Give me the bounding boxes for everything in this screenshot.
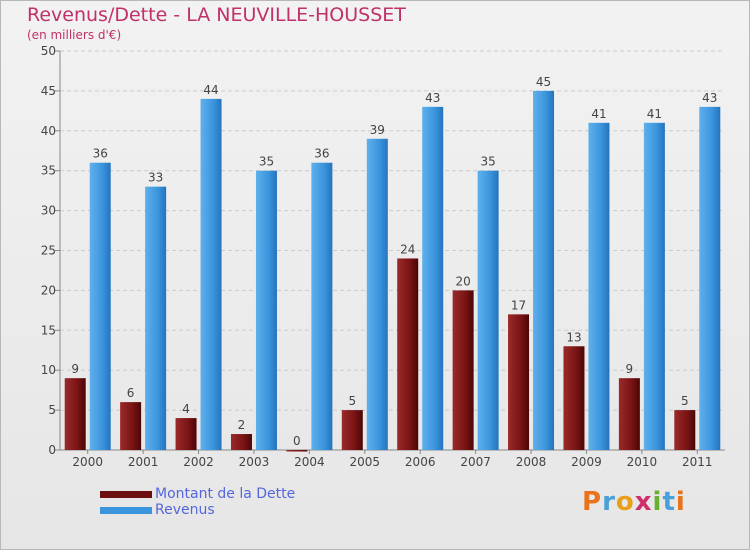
bar-revenus	[643, 122, 665, 450]
logo-letter: P	[582, 487, 603, 517]
bar-revenus	[477, 170, 499, 450]
logo-letter: o	[615, 487, 635, 517]
x-tick-label: 2010	[627, 455, 658, 469]
data-label-revenus: 33	[148, 171, 163, 185]
y-tick-label: 45	[41, 84, 56, 98]
bar-dette	[286, 450, 308, 452]
x-tick-label: 2003	[239, 455, 270, 469]
bar-dette	[341, 410, 363, 450]
legend-item-revenus: Revenus	[100, 502, 295, 518]
bar-revenus	[200, 98, 222, 450]
data-label-dette: 6	[127, 386, 135, 400]
data-label-revenus: 41	[647, 107, 662, 121]
bar-revenus	[145, 186, 167, 450]
bar-dette	[674, 410, 696, 450]
bar-dette	[452, 290, 474, 450]
data-label-dette: 5	[348, 394, 356, 408]
bar-dette	[64, 378, 86, 450]
y-tick-label: 40	[41, 124, 56, 138]
data-label-revenus: 44	[203, 83, 218, 97]
data-label-revenus: 36	[93, 147, 108, 161]
bar-dette	[230, 434, 252, 450]
legend-label-dette: Montant de la Dette	[155, 486, 296, 502]
bar-revenus	[422, 106, 444, 451]
data-label-dette: 9	[71, 362, 79, 376]
y-tick-label: 10	[41, 363, 56, 377]
data-label-dette: 24	[400, 242, 415, 256]
bar-revenus	[699, 106, 721, 451]
x-tick-label: 2008	[516, 455, 547, 469]
chart-subtitle: (en milliers d'€)	[27, 28, 122, 42]
legend: Montant de la Dette Revenus	[100, 486, 295, 518]
data-label-revenus: 43	[425, 91, 440, 105]
x-tick-label: 2011	[682, 455, 713, 469]
data-label-dette: 0	[293, 434, 301, 448]
bar-dette	[563, 346, 585, 450]
bar-dette	[120, 402, 142, 450]
data-label-revenus: 43	[702, 91, 717, 105]
data-label-dette: 4	[182, 402, 190, 416]
logo-letter: t	[662, 487, 676, 517]
x-tick-label: 2000	[72, 455, 103, 469]
y-tick-label: 15	[41, 323, 56, 337]
bar-revenus	[255, 170, 277, 450]
bar-revenus	[366, 138, 388, 450]
data-label-revenus: 45	[536, 75, 551, 89]
x-tick-label: 2004	[294, 455, 325, 469]
x-tick-label: 2009	[571, 455, 602, 469]
data-label-revenus: 35	[259, 155, 274, 169]
x-tick-label: 2002	[183, 455, 214, 469]
y-tick-label: 25	[41, 244, 56, 258]
bar-revenus	[588, 122, 610, 450]
data-label-revenus: 35	[480, 155, 495, 169]
y-tick-label: 5	[48, 403, 56, 417]
legend-swatch-revenus	[100, 506, 152, 514]
x-tick-label: 2005	[350, 455, 381, 469]
data-label-dette: 2	[238, 418, 246, 432]
y-tick-label: 30	[41, 204, 56, 218]
x-tick-label: 2006	[405, 455, 436, 469]
bar-revenus	[311, 162, 333, 450]
x-tick-label: 2001	[128, 455, 159, 469]
legend-swatch-dette	[100, 490, 152, 498]
legend-item-dette: Montant de la Dette	[100, 486, 295, 502]
logo-letter: x	[634, 487, 653, 517]
data-label-revenus: 39	[370, 123, 385, 137]
data-label-revenus: 41	[591, 107, 606, 121]
y-tick-label: 35	[41, 164, 56, 178]
logo-letter: r	[602, 487, 616, 517]
bar-dette	[508, 314, 530, 450]
x-tick-label: 2007	[460, 455, 491, 469]
logo-letter: i	[675, 487, 686, 517]
bar-revenus	[89, 162, 111, 450]
y-tick-label: 0	[48, 443, 56, 457]
proxiti-logo: Proxiti	[582, 487, 686, 517]
logo-letter: i	[652, 487, 663, 517]
data-label-dette: 5	[681, 394, 689, 408]
data-label-dette: 20	[455, 274, 470, 288]
bar-dette	[397, 258, 419, 450]
legend-label-revenus: Revenus	[155, 502, 215, 518]
bar-dette	[175, 418, 197, 450]
bar-revenus	[533, 90, 555, 451]
y-tick-label: 50	[41, 44, 56, 58]
chart-title: Revenus/Dette - LA NEUVILLE-HOUSSET	[27, 4, 406, 26]
data-label-dette: 9	[626, 362, 634, 376]
data-label-dette: 17	[511, 298, 526, 312]
data-label-dette: 13	[566, 330, 581, 344]
y-tick-label: 20	[41, 283, 56, 297]
data-label-revenus: 36	[314, 147, 329, 161]
bar-dette	[618, 378, 640, 450]
